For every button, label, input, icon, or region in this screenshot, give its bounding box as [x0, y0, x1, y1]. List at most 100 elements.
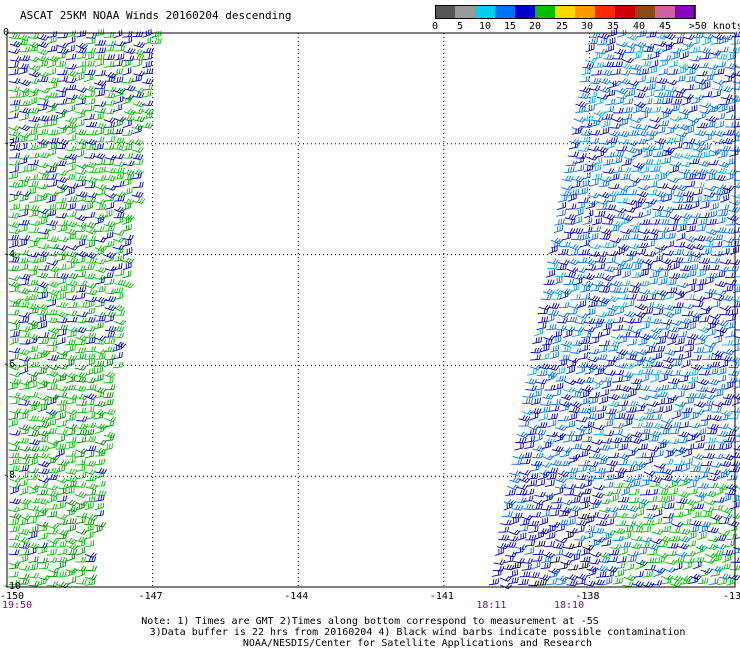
- wind-barb: [94, 158, 106, 166]
- wind-barb: [683, 294, 695, 301]
- wind-barb: [702, 400, 714, 406]
- wind-barb: [669, 165, 679, 174]
- wind-barb: [614, 260, 627, 267]
- wind-barb: [586, 465, 597, 474]
- wind-barb: [628, 287, 640, 294]
- wind-barb: [74, 347, 87, 354]
- wind-barb: [560, 346, 572, 353]
- wind-barb: [65, 354, 78, 361]
- wind-barb: [602, 481, 614, 488]
- wind-barb: [678, 536, 691, 543]
- wind-barb: [616, 459, 628, 466]
- wind-barb: [558, 302, 570, 309]
- wind-barb: [75, 502, 85, 511]
- wind-barb: [626, 189, 638, 196]
- wind-barb: [27, 547, 37, 556]
- wind-barb: [723, 129, 735, 136]
- wind-barb: [571, 125, 584, 132]
- wind-barb: [692, 301, 704, 308]
- wind-barb: [713, 443, 724, 451]
- wind-barb: [575, 578, 586, 585]
- wind-barb: [719, 460, 732, 467]
- wind-barb: [567, 249, 579, 256]
- wind-barb: [549, 351, 559, 360]
- wind-barb: [530, 347, 542, 354]
- wind-barb: [666, 287, 678, 294]
- wind-barb: [65, 499, 78, 507]
- wind-barb: [624, 563, 635, 571]
- wind-barb: [18, 573, 30, 580]
- wind-barb: [574, 525, 585, 534]
- wind-barb: [502, 564, 515, 571]
- wind-barb: [660, 418, 674, 425]
- wind-barb: [677, 543, 690, 550]
- wind-barb: [56, 236, 69, 243]
- wind-barb: [574, 267, 587, 273]
- wind-barb: [573, 378, 586, 385]
- wind-barb: [698, 160, 711, 167]
- wind-barb: [598, 395, 608, 405]
- wind-barb: [649, 117, 662, 123]
- wind-barb: [84, 519, 95, 525]
- wind-barb: [550, 398, 561, 406]
- wind-barb: [104, 254, 114, 263]
- wind-barb: [588, 137, 600, 144]
- wind-barb: [66, 518, 77, 525]
- wind-barb: [647, 543, 660, 551]
- wind-barb: [94, 58, 104, 67]
- wind-barb: [572, 175, 585, 183]
- wind-barb: [66, 157, 77, 165]
- wind-barb: [37, 381, 48, 389]
- wind-barb: [594, 367, 605, 376]
- wind-barb: [579, 75, 590, 83]
- colorbar-swatch: [515, 5, 536, 19]
- wind-barb: [122, 67, 132, 76]
- wind-barb: [28, 563, 39, 571]
- wind-barb: [588, 243, 601, 250]
- wind-barb: [17, 156, 28, 165]
- wind-barb: [47, 55, 60, 62]
- wind-barb: [28, 116, 41, 123]
- wind-barb: [567, 455, 577, 464]
- wind-barb: [27, 531, 38, 540]
- wind-barb: [37, 103, 47, 112]
- wind-barb: [36, 521, 49, 528]
- wind-barb: [499, 576, 512, 582]
- wind-barb: [28, 403, 38, 413]
- wind-barb: [699, 108, 711, 114]
- wind-barb: [615, 362, 628, 369]
- wind-barb: [704, 276, 714, 285]
- wind-barb: [685, 67, 696, 76]
- wind-barb: [56, 324, 69, 331]
- wind-barb: [706, 64, 719, 71]
- wind-barb: [626, 338, 637, 346]
- wind-barb: [9, 152, 21, 159]
- wind-barb: [552, 549, 564, 556]
- wind-barb: [93, 226, 105, 232]
- wind-barb: [689, 212, 702, 219]
- wind-barb: [112, 60, 123, 67]
- wind-barb: [735, 220, 740, 227]
- wind-barb: [698, 316, 710, 323]
- wind-barb: [76, 163, 89, 170]
- wind-barb: [684, 505, 697, 512]
- wind-barb: [8, 251, 21, 259]
- wind-barb: [636, 30, 647, 38]
- wind-barb: [593, 527, 605, 534]
- wind-barb: [38, 338, 50, 344]
- wind-barb: [28, 439, 41, 446]
- wind-barb: [94, 458, 106, 466]
- wind-barb: [726, 52, 737, 61]
- wind-barb: [114, 195, 125, 202]
- wind-barb: [701, 81, 711, 90]
- wind-barb: [666, 224, 678, 232]
- wind-barb: [93, 524, 103, 534]
- wind-barb: [664, 240, 674, 249]
- wind-barb: [718, 104, 728, 113]
- colorbar-swatch: [675, 5, 696, 19]
- wind-barb: [65, 375, 76, 384]
- wind-barb: [46, 317, 58, 324]
- wind-barb: [633, 358, 644, 367]
- wind-barb: [646, 189, 658, 195]
- wind-barb: [588, 129, 601, 136]
